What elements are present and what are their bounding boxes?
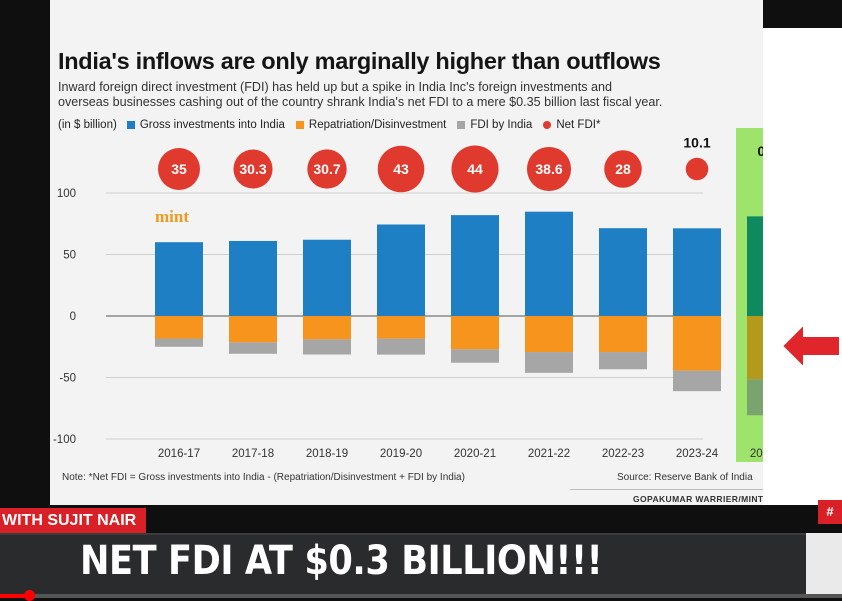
video-progress-fill	[0, 594, 30, 598]
net-fdi-label: 44	[467, 161, 483, 177]
legend-swatch-gross	[126, 121, 135, 129]
chart-note: Note: *Net FDI = Gross investments into …	[62, 472, 465, 483]
x-tick-label: 2021-22	[528, 448, 570, 460]
side-tag: #	[818, 500, 842, 524]
y-tick-label: -50	[59, 373, 76, 385]
net-fdi-label: 35	[171, 161, 187, 177]
headline-text: NET FDI AT $0.3 BILLION!!!	[80, 538, 603, 584]
net-fdi-label: 30.3	[239, 161, 266, 177]
host-name-tag: WITH SUJIT NAIR	[0, 508, 146, 533]
x-tick-label: 2019-20	[380, 448, 422, 460]
bar-gross	[673, 228, 721, 316]
net-fdi-bubble	[685, 157, 709, 181]
bar-fdi-by-india	[599, 352, 647, 370]
bar-gross	[303, 239, 351, 316]
bar-fdi-by-india	[525, 352, 573, 373]
mint-logo: mint	[155, 207, 189, 226]
legend-gross: Gross investments into India	[126, 119, 285, 131]
net-fdi-bubble	[233, 149, 273, 189]
credit-divider	[570, 489, 763, 490]
net-fdi-bubble	[157, 147, 201, 191]
legend-swatch-fdi-by-india	[457, 121, 466, 129]
bar-fdi-by-india	[377, 338, 425, 355]
bar-fdi-by-india	[229, 342, 277, 354]
legend-swatch-net-fdi	[543, 121, 552, 129]
y-tick-label: -100	[53, 434, 76, 446]
bar-fdi-by-india	[747, 379, 763, 416]
net-fdi-bubble	[604, 150, 642, 188]
fdi-bar-chart: 100 50 0 -50 -100 2016-17 35 2017-18 30.3 2018-19…	[53, 128, 763, 462]
unit-label: (in $ billion)	[58, 119, 117, 131]
net-fdi-bubble	[307, 149, 347, 189]
legend-net-fdi: Net FDI*	[543, 119, 600, 131]
headline-band	[0, 533, 806, 595]
legend-swatch-repatriation	[295, 121, 304, 129]
chart-title: India's inflows are only marginally high…	[58, 48, 661, 74]
bar-repatriation	[155, 316, 203, 339]
bar-repatriation	[377, 316, 425, 339]
bar-fdi-by-india	[155, 338, 203, 347]
legend-label-gross: Gross investments into India	[139, 119, 285, 131]
x-tick-label: 2017-18	[232, 448, 274, 460]
chart-subtitle: Inward foreign direct investment (FDI) h…	[58, 80, 758, 110]
video-progress-bar[interactable]	[0, 590, 842, 601]
bar-repatriation	[303, 316, 351, 340]
y-tick-label: 50	[63, 250, 76, 262]
x-tick-label: 2022-23	[602, 448, 644, 460]
bar-gross	[155, 242, 203, 316]
chart-legend: (in $ billion) Gross investments into In…	[58, 119, 611, 131]
legend-repatriation: Repatriation/Disinvestment	[295, 119, 447, 131]
net-fdi-label: 43	[393, 161, 409, 177]
bar-gross	[229, 240, 277, 316]
bar-fdi-by-india	[673, 370, 721, 392]
x-tick-label: 2018-19	[306, 448, 348, 460]
bar-repatriation	[525, 316, 573, 353]
bar-repatriation	[451, 316, 499, 350]
bar-gross	[377, 224, 425, 316]
bar-repatriation	[229, 316, 277, 343]
bar-fdi-by-india	[303, 339, 351, 355]
subtitle-line-2: overseas businesses cashing out of the c…	[58, 95, 663, 109]
x-tick-label: 2023-24	[676, 448, 719, 460]
bar-repatriation	[673, 316, 721, 371]
legend-fdi-by-india: FDI by India	[457, 119, 532, 131]
left-arrow-icon	[780, 321, 841, 371]
right-margin	[763, 28, 842, 505]
x-tick-label: 2024-25	[750, 448, 763, 460]
y-tick-label: 100	[57, 188, 76, 200]
video-progress-knob[interactable]	[24, 590, 36, 601]
net-fdi-bubble	[377, 145, 425, 193]
bar-repatriation	[599, 316, 647, 353]
net-fdi-label: 28	[615, 161, 631, 177]
net-fdi-label: 38.6	[535, 161, 562, 177]
bar-gross	[747, 216, 763, 316]
subtitle-line-1: Inward foreign direct investment (FDI) h…	[58, 80, 613, 94]
net-fdi-label: 10.1	[683, 135, 710, 151]
x-tick-label: 2020-21	[454, 448, 496, 460]
net-fdi-label: 0.35	[757, 143, 763, 159]
legend-label-fdi-by-india: FDI by India	[470, 119, 533, 131]
net-fdi-label: 30.7	[313, 161, 340, 177]
bar-gross	[599, 228, 647, 316]
side-panel	[806, 533, 842, 598]
legend-label-repatriation: Repatriation/Disinvestment	[308, 119, 447, 131]
bar-repatriation	[747, 316, 763, 380]
y-tick-label: 0	[70, 311, 76, 323]
net-fdi-bubble	[526, 146, 572, 192]
chart-credit: GOPAKUMAR WARRIER/MINT	[633, 494, 764, 504]
bar-gross	[525, 211, 573, 316]
infographic-card: India's inflows are only marginally high…	[50, 0, 763, 505]
chart-source: Source: Reserve Bank of India	[617, 472, 753, 483]
bar-gross	[451, 215, 499, 316]
legend-label-net-fdi: Net FDI*	[556, 119, 601, 131]
x-tick-label: 2016-17	[158, 448, 200, 460]
net-fdi-bubble	[451, 145, 499, 193]
bar-fdi-by-india	[451, 349, 499, 363]
